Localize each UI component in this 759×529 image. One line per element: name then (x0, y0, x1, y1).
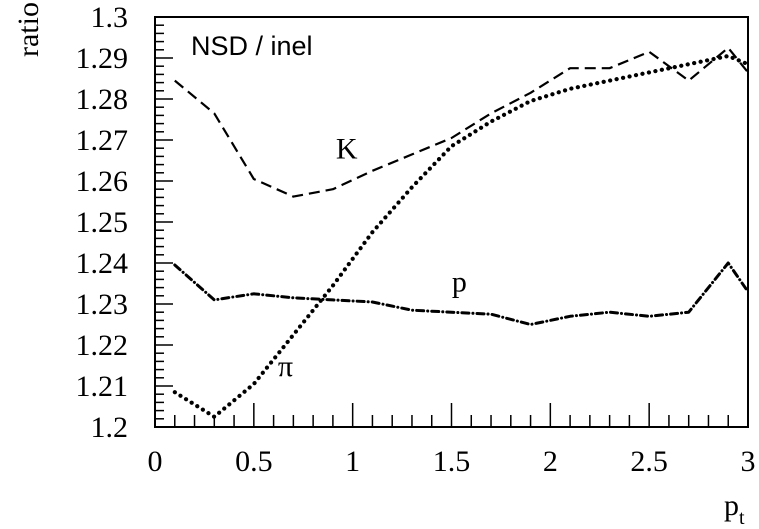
y-tick-label: 1.26 (76, 165, 129, 198)
series-label-dashed: K (336, 132, 358, 165)
y-tick-label: 1.25 (76, 206, 129, 239)
y-axis-title: ratio (12, 2, 45, 57)
x-tick-label: 1.5 (433, 445, 471, 478)
axis-tick-labels: 0 0.5 1 1.5 2 2.5 3 1.2 1.21 1.22 1.23 1.24 1.25 1.26… (76, 1, 756, 478)
x-tick-label: 1 (345, 445, 360, 478)
x-axis-title-subscript: t (739, 507, 745, 529)
series-line-dashdot (173, 261, 750, 326)
series-label-dotted: π (278, 350, 293, 383)
series-lines (172, 46, 751, 419)
box-label: NSD / inel (191, 31, 313, 61)
x-axis-title-main: p (724, 489, 739, 522)
y-tick-label: 1.23 (76, 288, 129, 321)
series-line-dashed (174, 46, 749, 198)
plot-frame (154, 16, 749, 428)
series-label-dashdot: p (452, 266, 467, 299)
y-tick-label: 1.27 (76, 124, 129, 157)
x-tick-label: 2.5 (630, 445, 668, 478)
x-tick-label: 2 (543, 445, 558, 478)
y-tick-label: 1.28 (76, 83, 129, 116)
series-line-dotted (172, 53, 751, 419)
x-axis-title: pt (724, 489, 745, 529)
y-tick-label: 1.24 (76, 247, 129, 280)
y-tick-label: 1.21 (76, 370, 129, 403)
x-tick-label: 3 (741, 445, 756, 478)
y-tick-label: 1.2 (91, 411, 129, 444)
series-labels: Kπ p (278, 132, 467, 382)
x-tick-label: 0 (148, 445, 163, 478)
y-tick-label: 1.29 (76, 42, 129, 75)
x-tick-label: 0.5 (235, 445, 273, 478)
y-tick-label: 1.22 (76, 329, 129, 362)
y-tick-label: 1.3 (91, 1, 129, 34)
axis-ticks (154, 16, 749, 428)
